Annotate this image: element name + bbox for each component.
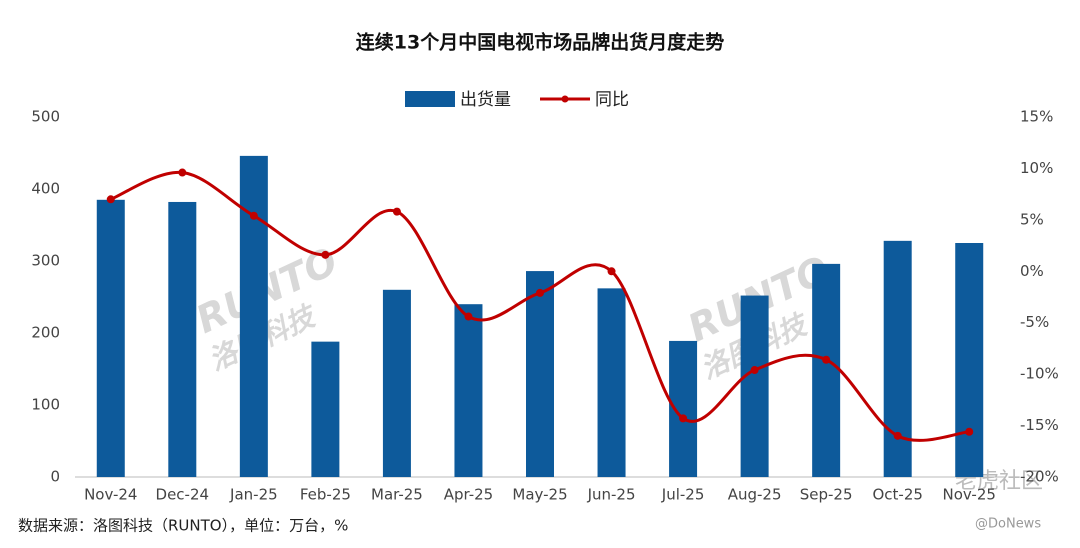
y-tick-label: 0 [50, 468, 60, 486]
line-point [822, 355, 831, 364]
bar [454, 304, 483, 477]
bar [239, 155, 268, 477]
chart-title: 连续13个月中国电视市场品牌出货月度走势 [356, 31, 724, 54]
bar [311, 341, 340, 477]
line-point [750, 366, 759, 375]
line-point [679, 414, 688, 423]
y-tick-label: 300 [31, 252, 60, 270]
x-tick-label: Apr-25 [444, 486, 494, 504]
y2-tick-label: -20% [1020, 468, 1059, 486]
y2-tick-label: 5% [1020, 210, 1044, 228]
y-tick-label: 100 [31, 396, 60, 414]
x-tick-label: Feb-25 [300, 486, 351, 504]
bar [740, 295, 769, 477]
line-point [607, 267, 616, 276]
y2-tick-label: 0% [1020, 262, 1044, 280]
line-point [893, 431, 902, 440]
legend-label: 同比 [595, 90, 629, 110]
y2-tick-label: -5% [1020, 313, 1049, 331]
y2-tick-label: -15% [1020, 416, 1059, 434]
line-point [965, 427, 974, 436]
x-tick-label: Jul-25 [661, 486, 705, 504]
source-note: 数据来源：洛图科技（RUNTO），单位：万台，% [18, 517, 348, 535]
x-tick-label: Oct-25 [872, 486, 922, 504]
x-tick-label: May-25 [512, 486, 567, 504]
x-tick-label: Nov-25 [943, 486, 996, 504]
x-tick-label: Mar-25 [371, 486, 423, 504]
x-tick-label: Nov-24 [84, 486, 137, 504]
line-point [106, 195, 115, 204]
bar [883, 240, 912, 477]
line-point [392, 207, 401, 216]
legend-label: 出货量 [460, 90, 511, 110]
watermark: @DoNews [975, 517, 1041, 532]
bar [96, 199, 125, 478]
bar [812, 263, 841, 477]
y2-tick-label: 15% [1020, 108, 1053, 126]
line-point [249, 211, 258, 220]
line-point [536, 288, 544, 297]
bar [526, 271, 554, 477]
y-tick-label: 400 [31, 180, 60, 198]
x-tick-label: Jun-25 [587, 486, 636, 504]
x-tick-label: Dec-24 [156, 486, 210, 504]
bar [168, 201, 197, 477]
bar [597, 288, 626, 477]
x-tick-label: Jan-25 [229, 486, 278, 504]
line-point [178, 168, 187, 177]
bar [382, 289, 411, 477]
legend-swatch [561, 95, 569, 103]
y-tick-label: 500 [31, 108, 60, 126]
bar [955, 243, 984, 477]
y-tick-label: 200 [31, 324, 60, 342]
y2-tick-label: -10% [1020, 365, 1059, 383]
legend-swatch [405, 91, 455, 107]
y2-tick-label: 10% [1020, 159, 1053, 177]
line-point [464, 312, 473, 321]
x-tick-label: Sep-25 [800, 486, 853, 504]
line-point [321, 250, 330, 259]
x-tick-label: Aug-25 [728, 486, 782, 504]
